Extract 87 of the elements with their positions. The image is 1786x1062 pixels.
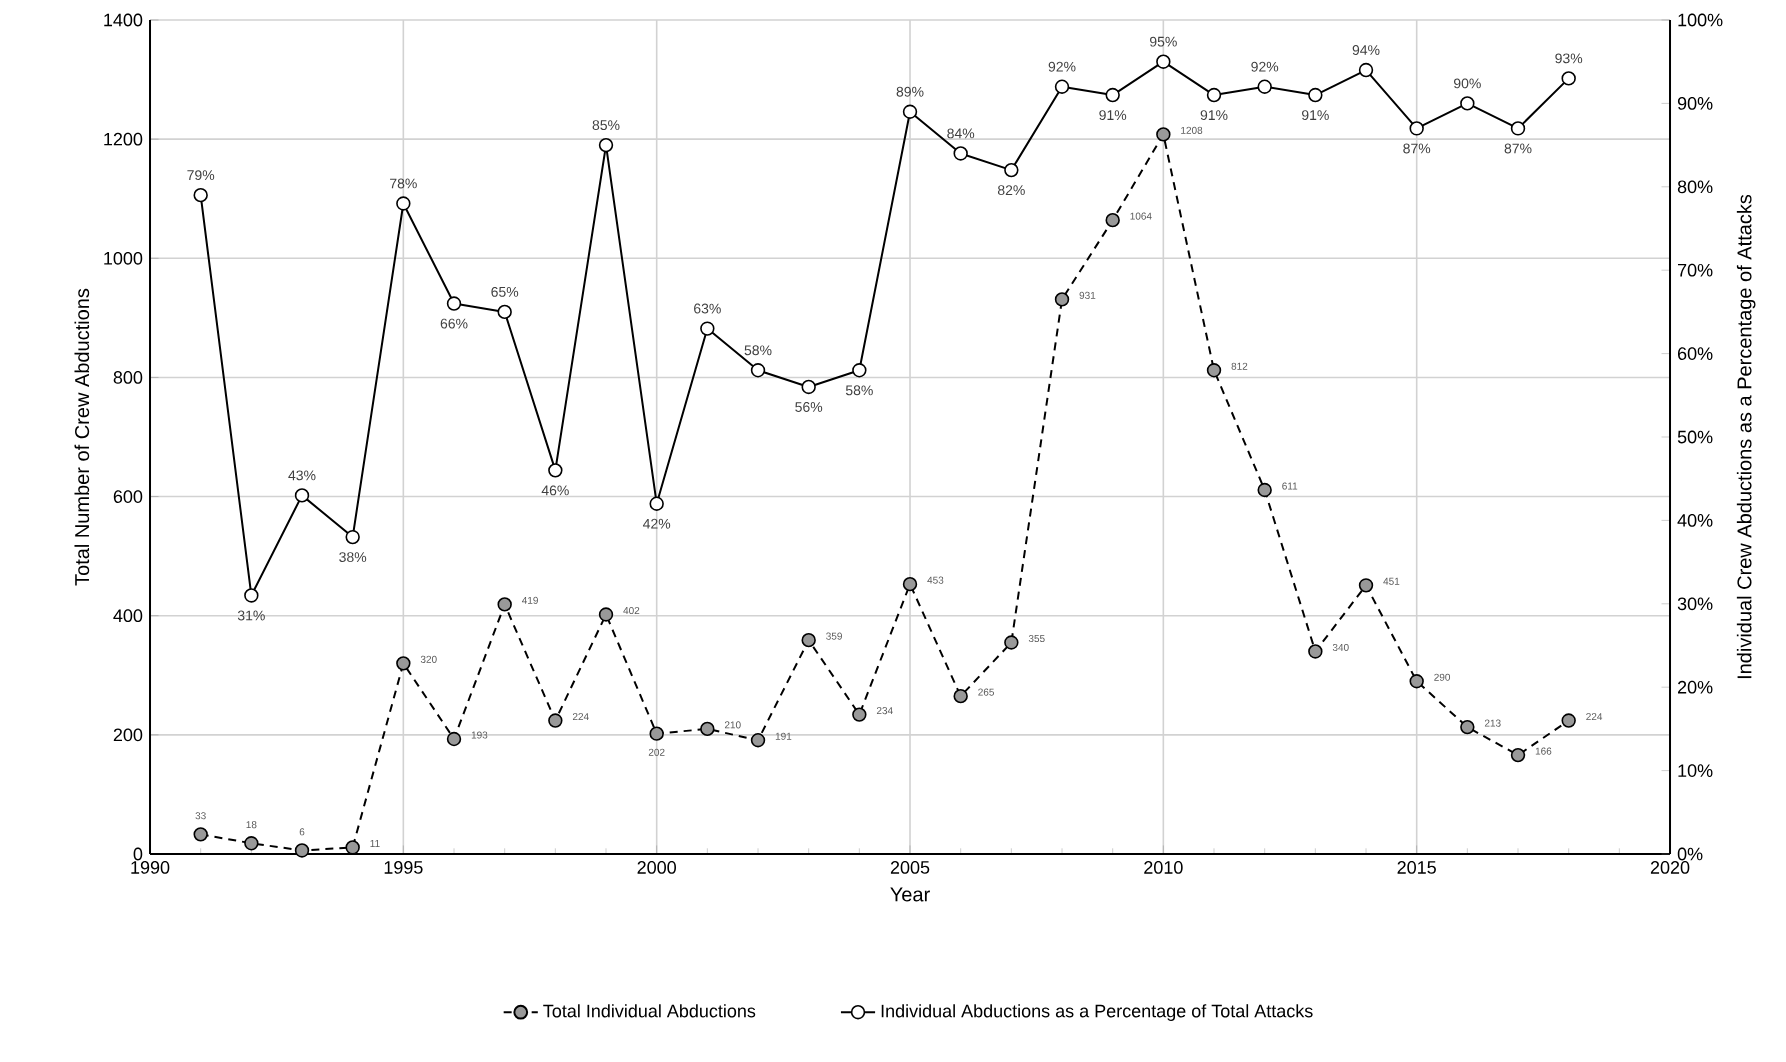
y-tick-label: 800 [113, 371, 143, 384]
x-tick-label: 2020 [1650, 861, 1690, 874]
y-tick-label: 200 [113, 728, 143, 742]
point [1460, 96, 1475, 111]
point [953, 146, 968, 161]
point [446, 731, 462, 747]
point [396, 656, 411, 671]
point [1358, 578, 1374, 593]
point [649, 496, 664, 511]
point [801, 379, 816, 395]
point [1561, 71, 1576, 86]
x-axis-title: Year [890, 887, 930, 902]
point [852, 707, 867, 722]
point [446, 296, 462, 311]
point [801, 632, 816, 648]
point [244, 836, 259, 851]
y-tick-label: 1400 [104, 13, 143, 27]
y2-tick-label: 20% [1677, 680, 1713, 694]
point [1358, 62, 1374, 78]
point [345, 840, 360, 855]
x-tick-label: 1995 [384, 861, 423, 874]
point [1156, 54, 1171, 69]
y2-tick-label: 0% [1677, 847, 1703, 861]
point [1004, 635, 1019, 650]
point [244, 588, 259, 603]
point [1206, 363, 1222, 378]
y2-tick-label: 40% [1677, 514, 1713, 527]
y-tick-label: 0 [133, 847, 143, 861]
point [294, 843, 310, 858]
point [497, 304, 512, 320]
y-axis-title: Total Number of Crew Abductions [74, 288, 90, 586]
point [1308, 644, 1323, 659]
y-tick-label: 600 [113, 490, 143, 503]
x-tick-label: 2000 [637, 861, 676, 874]
point [294, 488, 310, 503]
point [345, 529, 360, 545]
x-tick-label: 2015 [1397, 861, 1436, 874]
point [750, 363, 766, 378]
point [902, 104, 918, 119]
y2-tick-label: 50% [1677, 430, 1713, 444]
point [497, 597, 512, 612]
point [1308, 87, 1323, 103]
y2-tick-label: 100% [1678, 13, 1723, 27]
y2-tick-label: 80% [1677, 180, 1713, 194]
point [1105, 212, 1120, 228]
point [649, 726, 664, 741]
point [1156, 127, 1171, 142]
point [1257, 79, 1272, 94]
point [598, 607, 614, 622]
legend-label: Total Individual Abductions [543, 1004, 756, 1018]
point [548, 463, 563, 478]
legend-label: Individual Abductions as a Percentage of Total Attacks [881, 1004, 1313, 1021]
point [193, 827, 208, 842]
point [1004, 162, 1019, 178]
point [1561, 713, 1576, 728]
point [750, 733, 766, 748]
point [1206, 87, 1222, 103]
y2-tick-label: 10% [1678, 764, 1713, 777]
point [396, 196, 411, 211]
y-tick-label: 400 [113, 609, 143, 623]
point [902, 576, 918, 592]
point [1510, 747, 1526, 763]
y2-tick-label: 30% [1677, 597, 1713, 611]
y2-tick-label: 60% [1677, 347, 1713, 360]
x-tick-label: 2010 [1144, 861, 1183, 874]
point [1510, 121, 1526, 136]
y2-tick-label: 90% [1677, 97, 1713, 110]
y2-tick-label: 70% [1677, 263, 1713, 277]
point [1054, 79, 1070, 94]
point [953, 688, 968, 704]
point [852, 363, 867, 378]
point [1054, 292, 1070, 307]
x-tick-label: 2005 [890, 861, 930, 874]
point [1105, 87, 1120, 103]
point [1257, 482, 1272, 498]
point [1409, 121, 1424, 136]
point [700, 321, 715, 336]
point [548, 713, 563, 728]
point [700, 721, 715, 737]
point [1409, 674, 1424, 689]
point [193, 187, 208, 203]
x-tick-label: 1990 [131, 861, 170, 874]
y-tick-label: 1000 [104, 251, 143, 265]
y2-axis-title: Individual Crew Abductions as a Percentage of Attacks [1736, 194, 1756, 679]
y-tick-label: 1200 [104, 132, 143, 146]
point [1460, 719, 1475, 735]
point [598, 137, 614, 153]
